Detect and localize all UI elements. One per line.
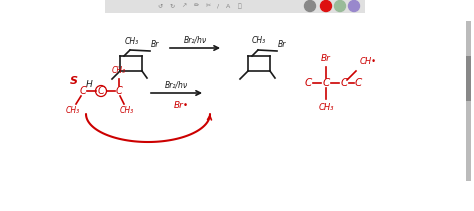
Bar	[466, 21, 471, 181]
Text: H: H	[86, 80, 92, 88]
Text: C: C	[322, 78, 329, 88]
Text: C: C	[304, 78, 311, 88]
Text: S: S	[70, 76, 78, 86]
Text: CH₃: CH₃	[252, 36, 266, 45]
Text: ↻: ↻	[169, 4, 174, 8]
Text: Br: Br	[151, 40, 159, 49]
Text: C: C	[98, 86, 104, 96]
Text: Br₂/hν: Br₂/hν	[165, 80, 188, 89]
Text: ✏: ✏	[193, 4, 199, 8]
Bar	[105, 0, 365, 13]
Circle shape	[335, 0, 346, 12]
Text: CH₃: CH₃	[66, 106, 80, 115]
Text: ⬜: ⬜	[238, 3, 242, 9]
Text: C: C	[80, 86, 86, 96]
Circle shape	[304, 0, 316, 12]
Text: CH₃: CH₃	[112, 66, 126, 75]
Text: C: C	[340, 78, 347, 88]
Text: A: A	[226, 4, 230, 8]
Text: CH•: CH•	[360, 57, 377, 66]
Text: CH₃: CH₃	[120, 106, 134, 115]
Text: C: C	[355, 78, 362, 88]
Text: ↺: ↺	[157, 4, 163, 8]
Text: /: /	[217, 4, 219, 8]
Text: ✂: ✂	[205, 4, 210, 8]
Text: Br: Br	[321, 54, 331, 63]
Text: Br: Br	[278, 40, 286, 49]
Bar	[466, 56, 471, 101]
Circle shape	[320, 0, 331, 12]
Text: Br•: Br•	[174, 101, 189, 110]
Text: CH₃: CH₃	[318, 103, 334, 112]
Text: ↗: ↗	[182, 4, 187, 8]
Text: CH₃: CH₃	[125, 37, 139, 46]
Text: C: C	[116, 86, 122, 96]
Text: Br₂/hν: Br₂/hν	[183, 35, 207, 44]
Circle shape	[348, 0, 359, 12]
